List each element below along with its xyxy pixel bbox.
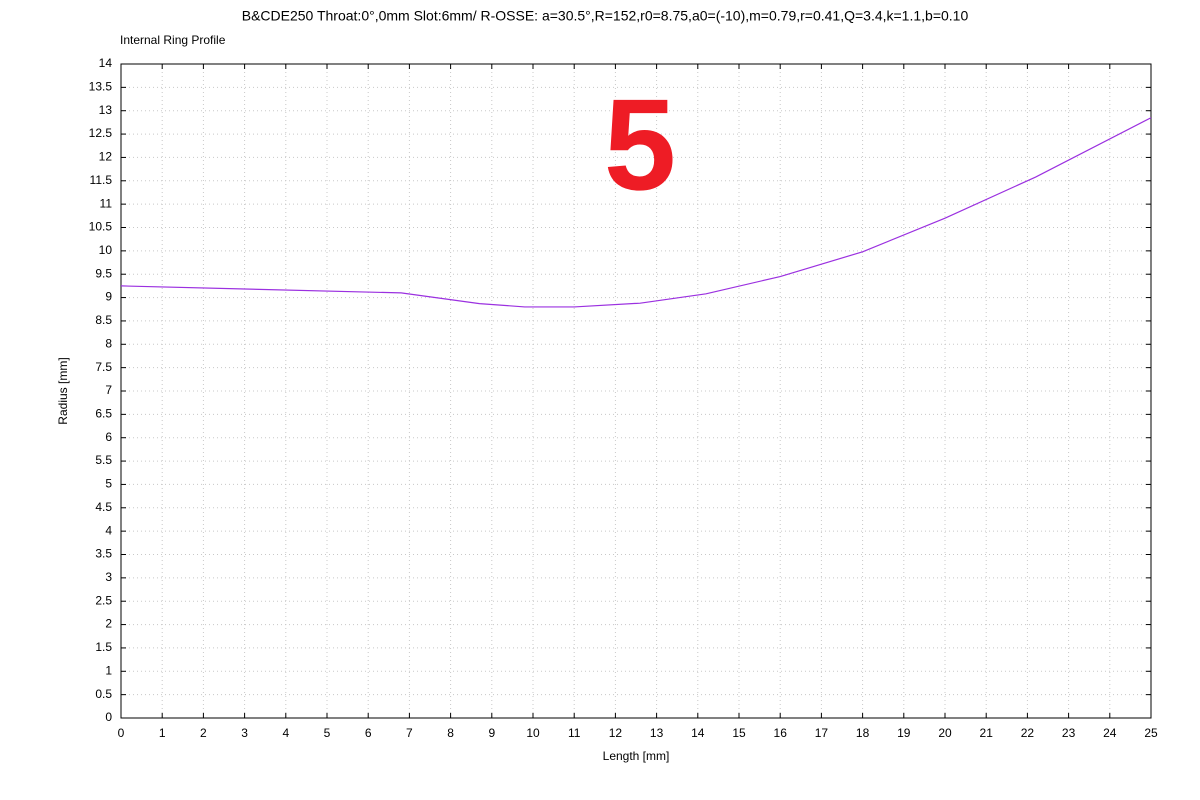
chart-subtitle: Internal Ring Profile (120, 33, 226, 47)
y-tick-label: 11 (100, 196, 113, 210)
y-tick-label: 3.5 (95, 547, 112, 561)
y-tick-label: 12.5 (89, 126, 113, 140)
y-tick-label: 13 (99, 103, 113, 117)
y-tick-label: 5 (105, 477, 112, 491)
y-tick-label: 6.5 (95, 407, 112, 421)
y-tick-label: 14 (99, 56, 113, 70)
x-tick-label: 14 (691, 726, 705, 740)
y-tick-label: 4 (105, 523, 112, 537)
x-tick-label: 6 (365, 726, 372, 740)
y-tick-label: 12 (99, 150, 113, 164)
y-tick-label: 13.5 (89, 80, 113, 94)
x-tick-label: 9 (488, 726, 495, 740)
x-tick-label: 17 (815, 726, 829, 740)
y-tick-label: 1 (105, 663, 112, 677)
x-tick-label: 23 (1062, 726, 1076, 740)
y-tick-label: 6 (105, 430, 112, 444)
x-tick-label: 19 (897, 726, 911, 740)
x-tick-label: 10 (526, 726, 540, 740)
x-tick-label: 7 (406, 726, 413, 740)
y-tick-label: 8 (105, 336, 112, 350)
x-tick-label: 1 (159, 726, 166, 740)
x-tick-label: 0 (118, 726, 125, 740)
y-tick-label: 10.5 (89, 220, 113, 234)
y-tick-label: 4.5 (95, 500, 112, 514)
y-tick-label: 0.5 (95, 687, 112, 701)
x-tick-label: 16 (774, 726, 788, 740)
y-tick-label: 1.5 (95, 640, 112, 654)
y-tick-label: 7.5 (95, 360, 112, 374)
x-tick-label: 11 (568, 726, 581, 740)
x-tick-label: 25 (1144, 726, 1158, 740)
x-tick-label: 18 (856, 726, 870, 740)
chart-title: B&CDE250 Throat:0°,0mm Slot:6mm/ R-OSSE:… (242, 8, 969, 24)
x-tick-label: 4 (282, 726, 289, 740)
y-tick-label: 2 (105, 617, 112, 631)
y-tick-label: 7 (105, 383, 112, 397)
x-tick-label: 15 (732, 726, 746, 740)
x-tick-label: 3 (241, 726, 248, 740)
y-tick-label: 2.5 (95, 593, 112, 607)
y-tick-label: 11.5 (90, 173, 113, 187)
x-tick-label: 2 (200, 726, 207, 740)
x-tick-label: 12 (609, 726, 623, 740)
x-tick-label: 22 (1021, 726, 1035, 740)
data-line (120, 117, 1152, 308)
y-tick-label: 9.5 (95, 266, 112, 280)
x-tick-label: 5 (324, 726, 331, 740)
y-axis-label: Radius [mm] (56, 357, 70, 424)
x-tick-label: 8 (447, 726, 454, 740)
y-tick-label: 5.5 (95, 453, 112, 467)
y-tick-label: 10 (99, 243, 113, 257)
x-tick-label: 21 (980, 726, 994, 740)
x-tick-label: 20 (938, 726, 952, 740)
y-tick-label: 3 (105, 570, 112, 584)
y-tick-label: 0 (105, 710, 112, 724)
x-axis-label: Length [mm] (603, 749, 670, 763)
x-tick-label: 24 (1103, 726, 1117, 740)
y-tick-label: 9 (105, 290, 112, 304)
y-tick-label: 8.5 (95, 313, 112, 327)
x-tick-label: 13 (650, 726, 664, 740)
annotation: 5 (604, 71, 676, 217)
plot-border (120, 63, 1152, 719)
